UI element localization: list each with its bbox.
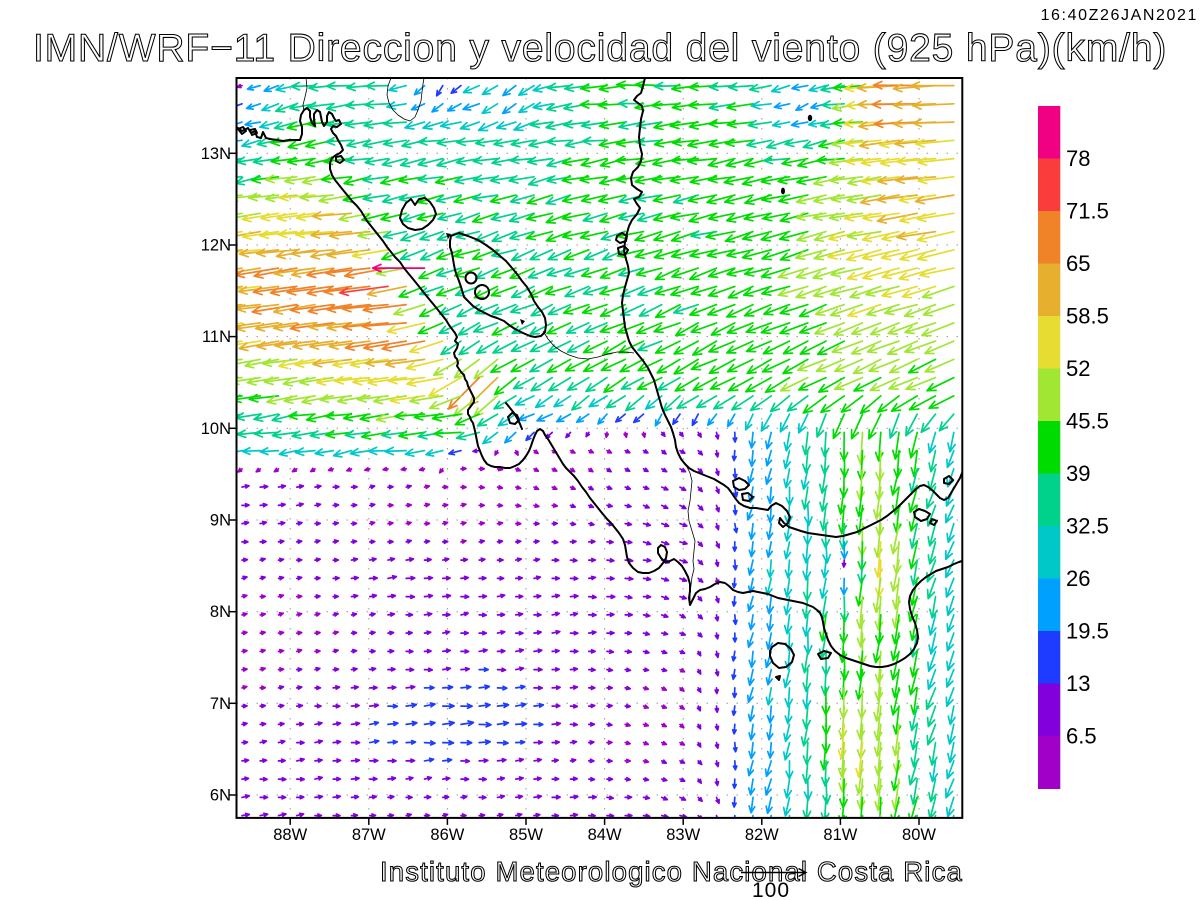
svg-text:78: 78: [1066, 146, 1090, 171]
svg-text:11N: 11N: [202, 328, 231, 346]
svg-text:65: 65: [1066, 251, 1090, 276]
svg-text:32.5: 32.5: [1066, 514, 1109, 539]
svg-text:6.5: 6.5: [1066, 724, 1097, 749]
svg-text:58.5: 58.5: [1066, 304, 1109, 329]
svg-text:26: 26: [1066, 566, 1090, 591]
svg-text:13: 13: [1066, 671, 1090, 696]
svg-text:86W: 86W: [430, 826, 464, 844]
svg-text:82W: 82W: [745, 826, 779, 844]
svg-text:87W: 87W: [352, 826, 386, 844]
svg-text:84W: 84W: [588, 826, 622, 844]
svg-text:16:40Z26JAN2021: 16:40Z26JAN2021: [1041, 7, 1198, 24]
svg-text:6N: 6N: [210, 787, 231, 805]
svg-text:10N: 10N: [201, 420, 231, 438]
svg-text:88W: 88W: [273, 826, 307, 844]
svg-text:71.5: 71.5: [1066, 199, 1109, 224]
svg-text:80W: 80W: [902, 826, 936, 844]
svg-text:7N: 7N: [210, 695, 231, 713]
svg-text:13N: 13N: [201, 145, 231, 163]
svg-text:Instituto Meteorologico Nacion: Instituto Meteorologico Nacional Costa R…: [380, 856, 963, 887]
svg-text:85W: 85W: [509, 826, 543, 844]
svg-text:52: 52: [1066, 356, 1090, 381]
svg-text:9N: 9N: [210, 512, 231, 530]
svg-text:45.5: 45.5: [1066, 409, 1109, 434]
svg-text:83W: 83W: [666, 826, 700, 844]
svg-text:8N: 8N: [210, 603, 231, 621]
svg-text:81W: 81W: [823, 826, 857, 844]
svg-text:39: 39: [1066, 461, 1090, 486]
svg-text:19.5: 19.5: [1066, 619, 1109, 644]
svg-text:12N: 12N: [201, 237, 231, 255]
svg-text:100: 100: [752, 879, 790, 900]
svg-text:IMN/WRF−11 Direccion y velocid: IMN/WRF−11 Direccion y velocidad del vie…: [33, 27, 1167, 70]
